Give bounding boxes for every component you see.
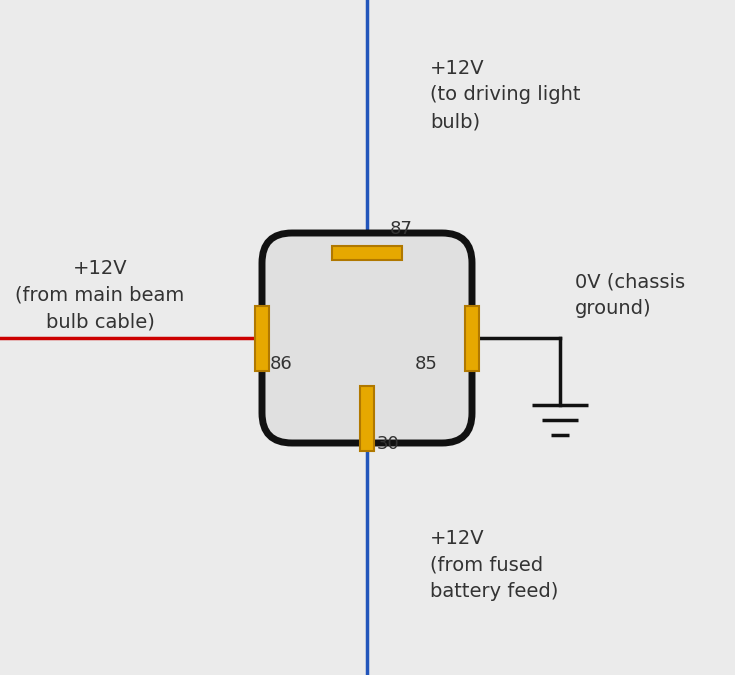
FancyBboxPatch shape xyxy=(262,233,472,443)
Bar xyxy=(465,306,479,371)
Text: 85: 85 xyxy=(415,355,438,373)
Text: +12V
(from main beam
bulb cable): +12V (from main beam bulb cable) xyxy=(15,259,184,331)
Bar xyxy=(255,306,269,371)
Bar xyxy=(332,246,402,260)
Bar xyxy=(360,385,374,450)
Text: 0V (chassis
ground): 0V (chassis ground) xyxy=(575,272,685,318)
Text: +12V
(to driving light
bulb): +12V (to driving light bulb) xyxy=(430,59,581,131)
Text: +12V
(from fused
battery feed): +12V (from fused battery feed) xyxy=(430,529,559,601)
Text: 86: 86 xyxy=(270,355,293,373)
Text: 87: 87 xyxy=(390,220,413,238)
Text: 30: 30 xyxy=(377,435,400,453)
